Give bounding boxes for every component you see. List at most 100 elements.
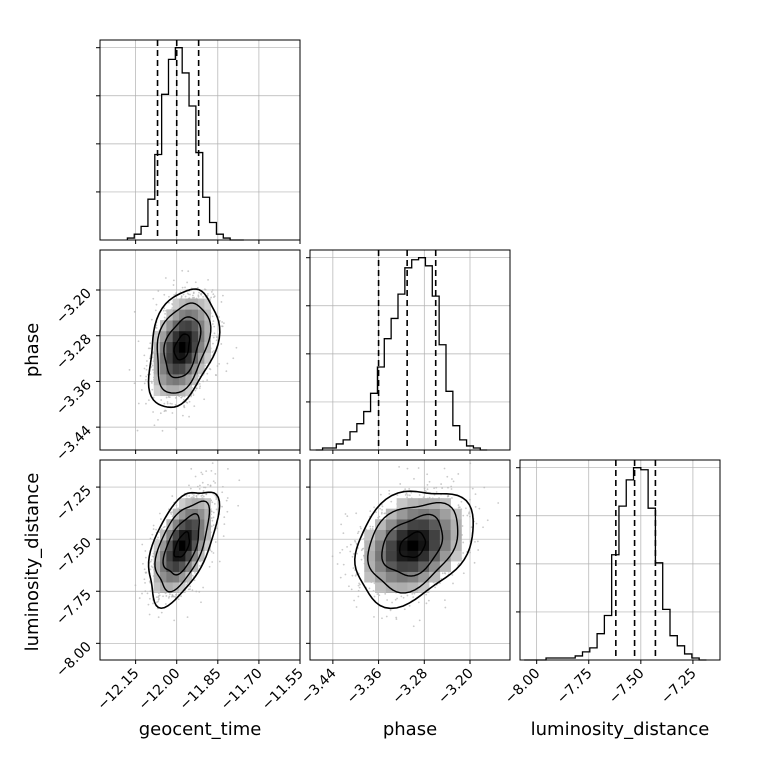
joint-geocent-time-luminosity-distance-scatter-point — [215, 508, 218, 511]
joint-geocent-time-luminosity-distance-scatter-point — [211, 462, 214, 465]
joint-phase-luminosity-distance-scatter-point — [388, 492, 391, 495]
joint-phase-luminosity-distance-scatter-point — [446, 495, 449, 498]
joint-geocent-time-phase-scatter-point — [147, 399, 150, 402]
joint-phase-luminosity-distance-scatter-point — [390, 500, 393, 503]
joint-geocent-time-phase-scatter-point — [143, 367, 146, 370]
joint-geocent-time-luminosity-distance-scatter-point — [144, 550, 147, 552]
x-tick-label-luminosity-distance: −7.75 — [554, 666, 596, 708]
joint-geocent-time-luminosity-distance-scatter-point — [175, 593, 177, 596]
x-tick-label-phase: −3.36 — [344, 665, 386, 707]
joint-geocent-time-luminosity-distance-scatter-point — [188, 495, 191, 497]
joint-phase-luminosity-distance-scatter-point — [425, 602, 428, 605]
joint-geocent-time-luminosity-distance-scatter-point — [227, 467, 229, 470]
joint-geocent-time-phase-scatter-point — [137, 340, 140, 343]
joint-phase-luminosity-distance-scatter-point — [339, 551, 341, 554]
joint-phase-luminosity-distance-scatter-point — [440, 483, 443, 485]
joint-geocent-time-luminosity-distance-density-cell — [179, 508, 186, 520]
joint-geocent-time-phase-scatter-point — [159, 412, 162, 415]
joint-geocent-time-luminosity-distance-scatter-point — [198, 487, 201, 490]
joint-geocent-time-luminosity-distance-density-cell — [179, 582, 186, 593]
joint-geocent-time-luminosity-distance-scatter-point — [142, 562, 144, 565]
joint-geocent-time-luminosity-distance-scatter-point — [149, 568, 152, 571]
joint-geocent-time-luminosity-distance-scatter-point — [190, 467, 193, 470]
joint-phase-luminosity-distance-scatter-point — [408, 487, 411, 490]
joint-geocent-time-phase-scatter-point — [137, 402, 140, 405]
joint-phase-luminosity-distance-scatter-point — [340, 523, 343, 526]
joint-geocent-time-luminosity-distance-scatter-point — [212, 511, 215, 514]
joint-geocent-time-phase-density-cell — [172, 363, 180, 375]
joint-phase-luminosity-distance-scatter-point — [424, 489, 426, 492]
joint-phase-luminosity-distance-density-cell — [407, 529, 419, 541]
joint-geocent-time-phase-density-cell — [198, 341, 205, 353]
joint-geocent-time-luminosity-distance-density-cell — [191, 561, 199, 572]
histogram-panel-geocent-time — [96, 39, 301, 244]
joint-geocent-time-phase-density-cell — [191, 309, 199, 321]
joint-geocent-time-phase-scatter-point — [232, 357, 235, 360]
x-tick-label-phase: −3.28 — [389, 666, 431, 708]
joint-phase-luminosity-distance-scatter-point — [353, 599, 355, 602]
joint-geocent-time-phase-scatter-point — [210, 296, 213, 299]
joint-geocent-time-luminosity-distance-scatter-point — [218, 560, 221, 563]
joint-phase-luminosity-distance-scatter-point — [423, 487, 426, 490]
joint-geocent-time-luminosity-distance-scatter-point — [164, 603, 167, 605]
joint-geocent-time-luminosity-distance-scatter-point — [158, 512, 161, 515]
joint-geocent-time-luminosity-distance-scatter-point — [221, 485, 224, 488]
joint-geocent-time-phase-scatter-point — [203, 398, 206, 401]
joint-geocent-time-luminosity-distance-scatter-point — [170, 513, 173, 515]
joint-geocent-time-phase-density-cell — [153, 330, 161, 343]
joint-geocent-time-luminosity-distance-scatter-point — [196, 485, 199, 488]
joint-geocent-time-luminosity-distance-scatter-point — [202, 586, 205, 589]
joint-phase-luminosity-distance-density-cell — [385, 508, 397, 520]
joint-phase-luminosity-distance-density-cell — [375, 582, 387, 593]
joint-phase-luminosity-distance-scatter-point — [411, 592, 414, 595]
joint-phase-luminosity-distance-scatter-point — [358, 586, 361, 589]
joint-geocent-time-phase-scatter-point — [154, 309, 157, 312]
joint-geocent-time-luminosity-distance-density-cell — [179, 498, 186, 509]
joint-geocent-time-phase-scatter-point — [183, 405, 185, 408]
joint-geocent-time-phase-scatter-point — [174, 403, 177, 406]
joint-geocent-time-luminosity-distance-scatter-point — [168, 595, 171, 598]
joint-phase-luminosity-distance-scatter-point — [376, 593, 379, 595]
joint-geocent-time-luminosity-distance-density-cell — [198, 508, 205, 520]
joint-geocent-time-phase-scatter-point — [186, 292, 189, 295]
joint-geocent-time-phase-density-cell — [160, 352, 167, 364]
x-tick-label-luminosity-distance: −7.25 — [658, 666, 700, 708]
x-axis-label-luminosity-distance: luminosity_distance — [531, 719, 710, 740]
joint-geocent-time-phase-scatter-point — [212, 320, 215, 322]
joint-geocent-time-phase-scatter-point — [145, 402, 147, 405]
joint-geocent-time-luminosity-distance-scatter-point — [187, 588, 190, 591]
joint-geocent-time-luminosity-distance-scatter-point — [145, 572, 147, 574]
joint-phase-luminosity-distance-scatter-point — [384, 592, 387, 595]
joint-geocent-time-phase-density-cell — [153, 352, 161, 364]
joint-phase-luminosity-distance-scatter-point — [373, 595, 376, 598]
joint-geocent-time-phase-density-cell — [198, 298, 205, 310]
joint-geocent-time-luminosity-distance-scatter-point — [171, 495, 174, 497]
joint-phase-luminosity-distance-density-cell — [418, 582, 430, 593]
joint-phase-luminosity-distance-scatter-point — [388, 489, 391, 492]
joint-geocent-time-luminosity-distance-scatter-point — [148, 613, 151, 616]
joint-geocent-time-phase-content — [128, 269, 238, 432]
joint-geocent-time-luminosity-distance-scatter-point — [203, 486, 205, 489]
corner-panels: −12.15−12.00−11.85−11.70−11.55−3.44 −3.36… — [53, 39, 721, 714]
joint-phase-luminosity-distance-scatter-point — [383, 512, 386, 515]
joint-phase-luminosity-distance-contour-0 — [399, 531, 427, 559]
joint-phase-luminosity-distance-scatter-point — [435, 486, 438, 489]
joint-phase-luminosity-distance-scatter-point — [336, 563, 339, 565]
joint-geocent-time-luminosity-distance-density-cell — [172, 519, 180, 530]
joint-phase-luminosity-distance-density-cell — [439, 561, 451, 572]
joint-phase-luminosity-distance-density-cell — [407, 508, 419, 520]
joint-geocent-time-luminosity-distance-scatter-point — [144, 590, 147, 593]
joint-geocent-time-phase-scatter-point — [164, 312, 167, 315]
joint-phase-luminosity-distance-density-cell — [429, 508, 441, 520]
joint-geocent-time-phase-scatter-point — [168, 295, 170, 298]
joint-phase-luminosity-distance-scatter-point — [369, 525, 372, 528]
histogram-steps-1 — [315, 257, 488, 451]
joint-geocent-time-phase-scatter-point — [150, 318, 153, 321]
joint-phase-luminosity-distance-scatter-point — [444, 572, 447, 575]
joint-geocent-time-phase-scatter-point — [213, 295, 216, 298]
joint-phase-luminosity-distance-scatter-point — [395, 618, 398, 621]
joint-geocent-time-luminosity-distance-contour-1 — [162, 513, 200, 576]
y-axis-label-luminosity-distance: luminosity_distance — [22, 473, 43, 652]
joint-geocent-time-phase-scatter-point — [185, 401, 188, 404]
x-tick-label-geocent-time: −12.15 — [94, 666, 142, 714]
